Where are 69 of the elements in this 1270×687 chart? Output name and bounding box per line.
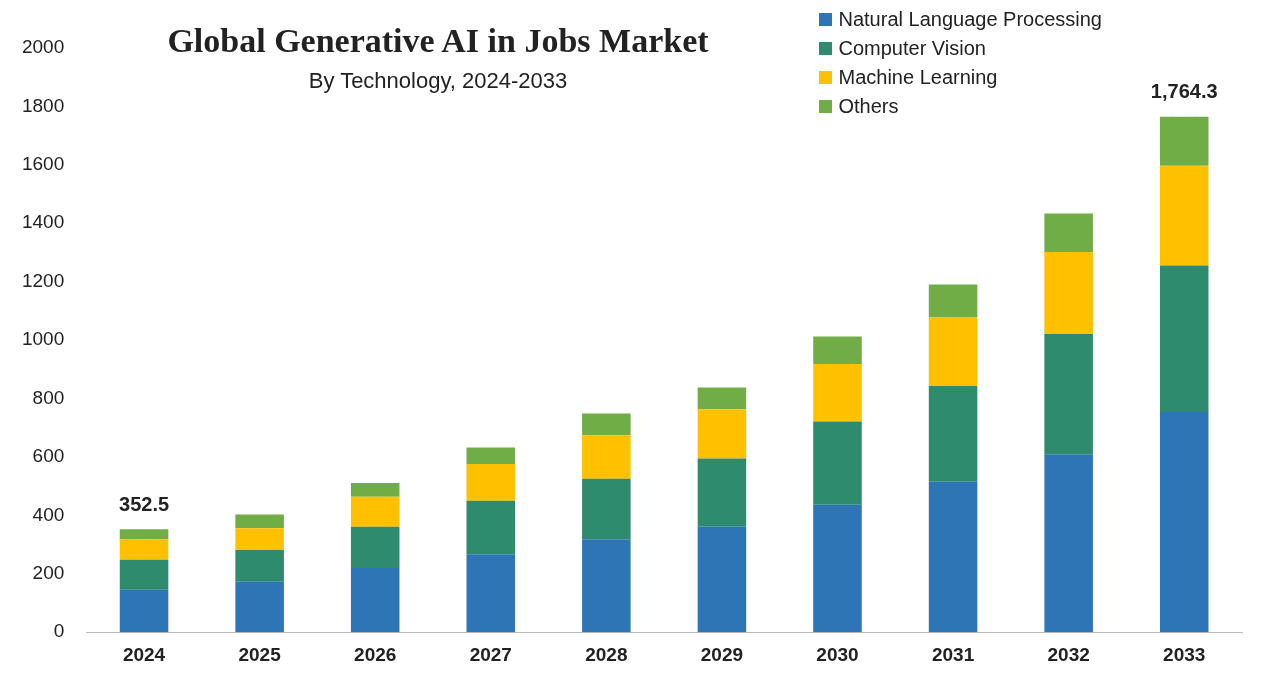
bar bbox=[350, 496, 400, 527]
y-tick-label: 200 bbox=[32, 562, 65, 584]
x-tick-label: 2028 bbox=[585, 643, 628, 665]
bar bbox=[1044, 213, 1093, 252]
bar bbox=[235, 550, 284, 582]
bar bbox=[1159, 411, 1209, 633]
bar bbox=[813, 421, 862, 505]
bar bbox=[697, 409, 747, 459]
bar bbox=[1044, 454, 1093, 633]
bar bbox=[928, 481, 978, 633]
y-tick-label: 1200 bbox=[21, 269, 65, 291]
bar bbox=[350, 567, 400, 633]
bar bbox=[119, 539, 169, 560]
bar bbox=[1044, 333, 1093, 455]
x-tick-label: 2032 bbox=[1047, 643, 1090, 665]
bar bbox=[813, 336, 862, 365]
legend-label: Computer Vision bbox=[838, 37, 986, 60]
bar bbox=[1159, 165, 1209, 266]
y-tick-label: 1600 bbox=[21, 153, 65, 175]
legend-label: Natural Language Processing bbox=[838, 8, 1102, 31]
total-label: 352.5 bbox=[119, 492, 170, 515]
bar bbox=[466, 500, 516, 555]
y-tick-label: 0 bbox=[53, 620, 65, 642]
bar bbox=[235, 514, 284, 529]
bar bbox=[582, 478, 631, 540]
y-tick-label: 1800 bbox=[21, 94, 65, 116]
x-tick-label: 2025 bbox=[238, 643, 282, 665]
bar bbox=[119, 589, 169, 633]
y-tick-label: 600 bbox=[32, 445, 65, 467]
bar bbox=[697, 387, 747, 410]
bar bbox=[119, 529, 169, 540]
x-tick-label: 2030 bbox=[816, 643, 859, 665]
x-tick-label: 2031 bbox=[931, 643, 975, 665]
bar bbox=[928, 284, 978, 318]
bar bbox=[466, 447, 516, 464]
bar bbox=[813, 364, 862, 422]
chart-title: Global Generative AI in Jobs Market bbox=[166, 22, 710, 60]
x-tick-label: 2026 bbox=[354, 643, 397, 665]
bar bbox=[582, 413, 631, 436]
x-tick-label: 2027 bbox=[469, 643, 512, 665]
y-tick-label: 2000 bbox=[21, 36, 65, 58]
bar bbox=[466, 554, 516, 633]
bar bbox=[1044, 251, 1093, 334]
bar bbox=[350, 482, 400, 497]
bar bbox=[928, 385, 978, 482]
y-tick-label: 1400 bbox=[21, 211, 65, 233]
bar bbox=[466, 463, 516, 501]
bar bbox=[235, 528, 284, 551]
text: By Technology, 2024-2033 bbox=[307, 68, 569, 94]
y-tick-label: 1000 bbox=[21, 328, 65, 350]
bar bbox=[582, 539, 631, 633]
bar bbox=[235, 581, 284, 633]
bar bbox=[582, 435, 631, 479]
legend-label: Machine Learning bbox=[838, 66, 998, 89]
bar bbox=[119, 559, 169, 590]
bar bbox=[1159, 265, 1209, 412]
x-tick-label: 2024 bbox=[122, 643, 166, 665]
x-tick-label: 2029 bbox=[700, 643, 744, 665]
bar bbox=[1159, 116, 1209, 166]
x-tick-label: 2033 bbox=[1163, 643, 1206, 665]
total-label: 1,764.3 bbox=[1150, 80, 1218, 103]
bar bbox=[350, 526, 400, 568]
y-tick-label: 800 bbox=[32, 386, 65, 408]
bar bbox=[928, 317, 978, 386]
bar bbox=[697, 526, 747, 633]
legend-label: Others bbox=[838, 95, 899, 118]
bar bbox=[813, 504, 862, 633]
bar bbox=[697, 458, 747, 527]
y-tick-label: 400 bbox=[32, 503, 65, 525]
